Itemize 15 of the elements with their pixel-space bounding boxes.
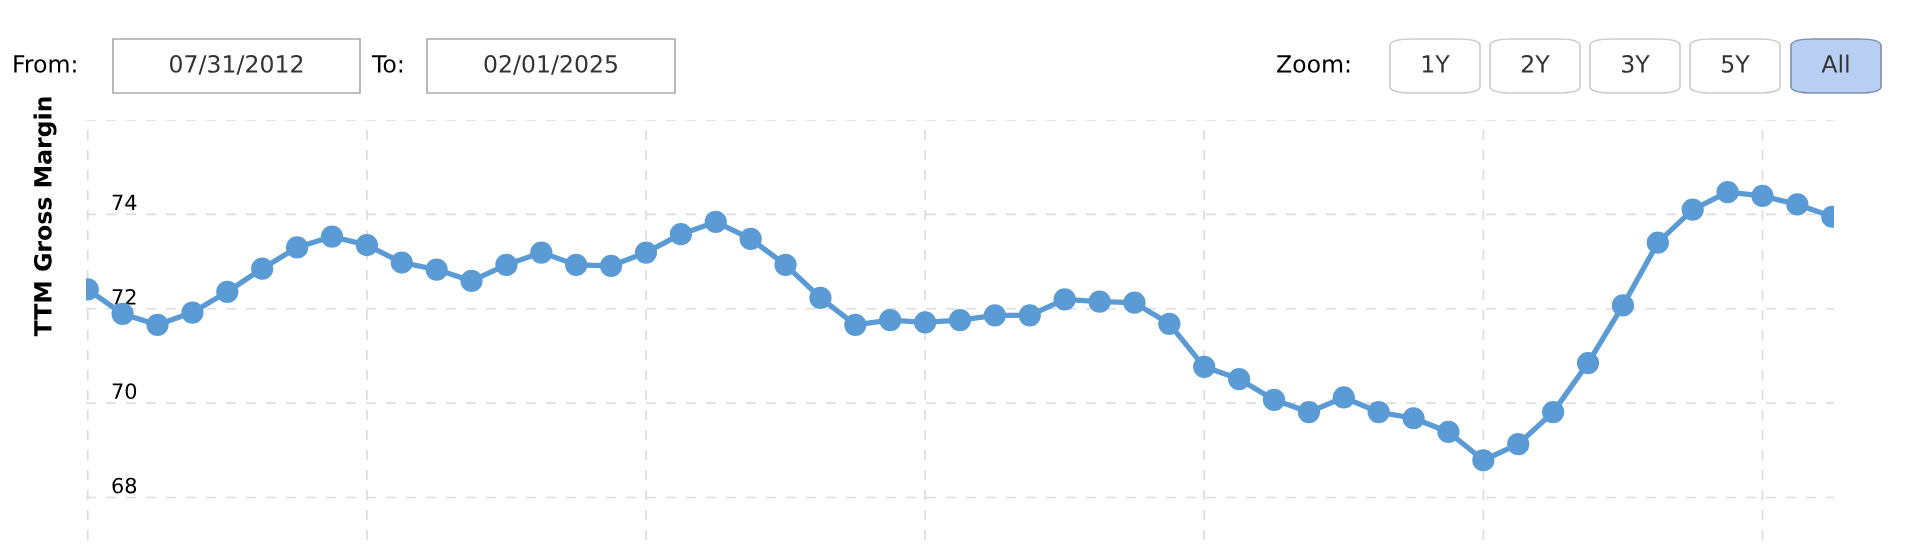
- text: 02/01/2025: [484, 54, 617, 75]
- text: 3Y: [1622, 54, 1650, 73]
- text: 5Y: [1722, 55, 1750, 73]
- y-tick-label: 74: [112, 194, 137, 211]
- text: Zoom:: [1277, 55, 1350, 73]
- text: 1Y: [1422, 55, 1450, 73]
- text: 07/31/2012: [170, 54, 303, 75]
- text: All: [1821, 54, 1849, 73]
- y-tick-label: 68: [112, 477, 137, 494]
- text: From:: [14, 55, 76, 73]
- y-axis-title: TTM Gross Margin: [33, 97, 57, 337]
- text: To:: [371, 55, 403, 73]
- text: 2Y: [1522, 54, 1550, 73]
- y-tick-label: 70: [112, 383, 137, 400]
- y-tick-label: 72: [112, 288, 136, 305]
